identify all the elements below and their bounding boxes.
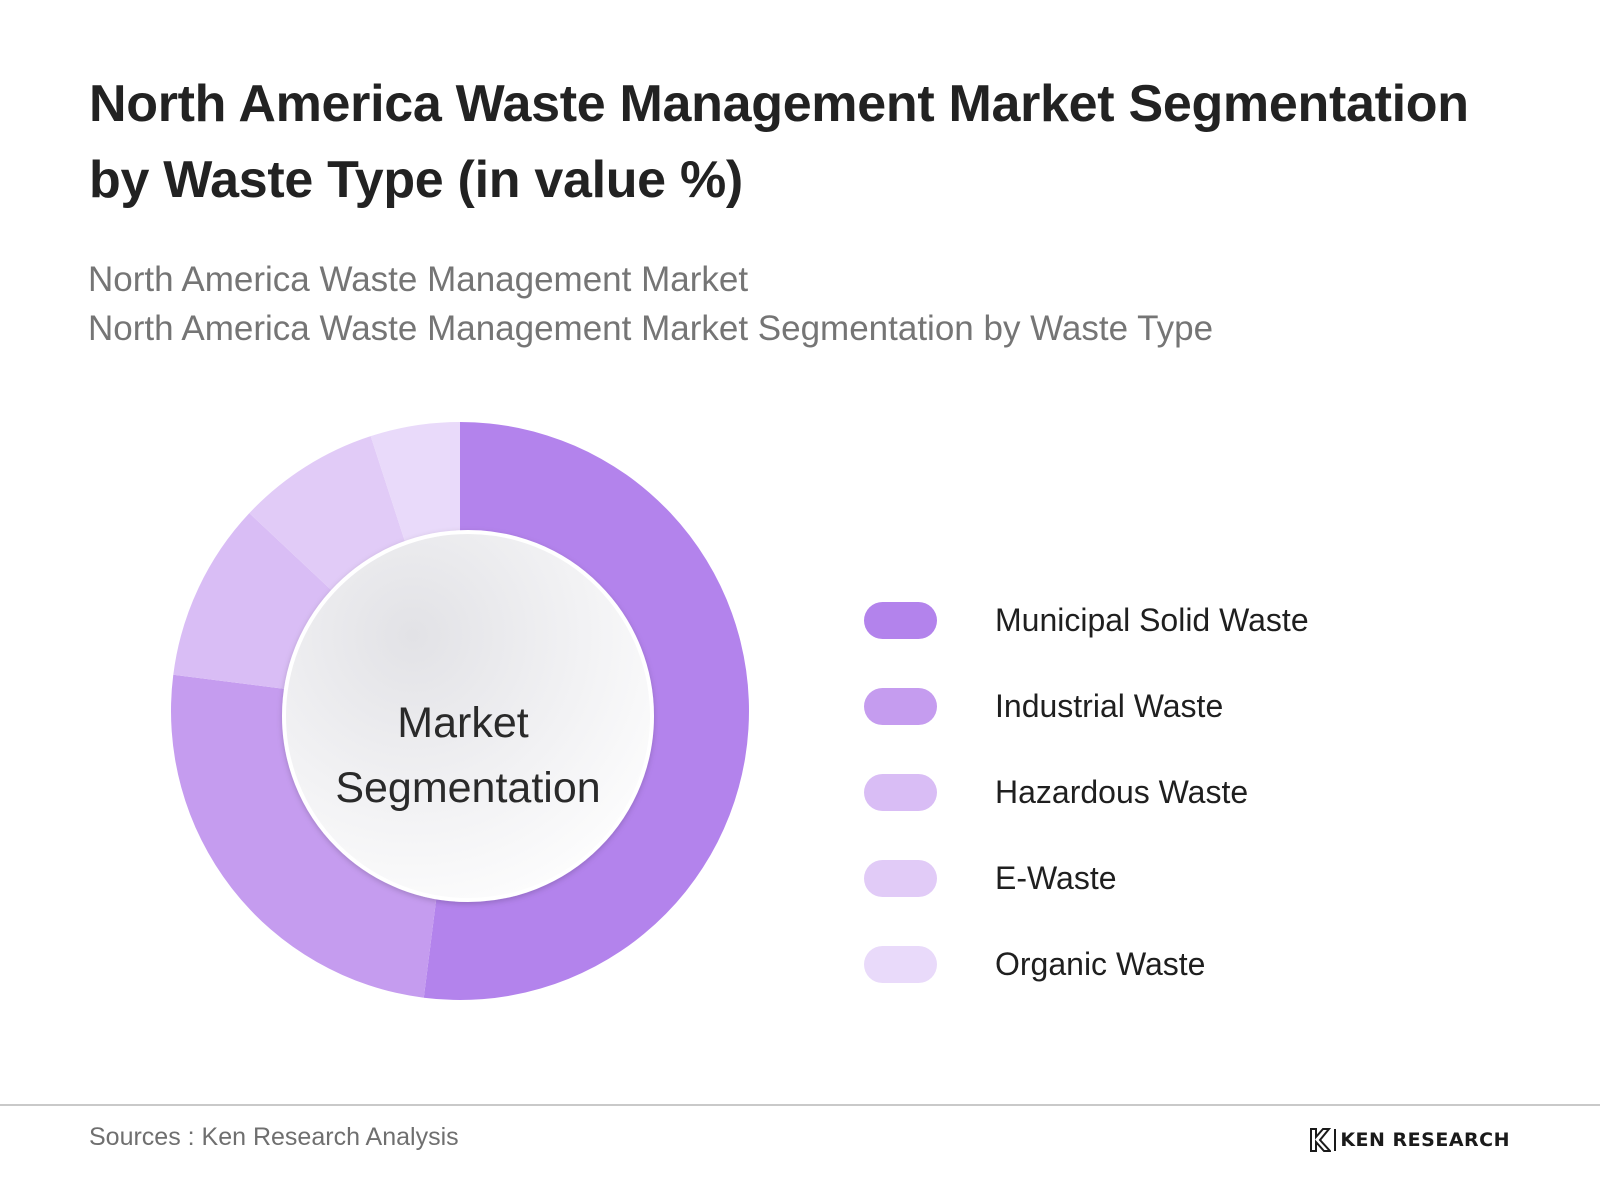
legend-label: Hazardous Waste [995, 774, 1249, 810]
ken-research-logo-icon [1310, 1128, 1332, 1152]
donut-center [282, 530, 654, 902]
center-label-line-1: Market [397, 699, 528, 747]
chart-title: North America Waste Management Market Se… [89, 75, 1469, 209]
legend-label: Organic Waste [995, 946, 1206, 982]
legend-swatch [864, 602, 937, 639]
source-note: Sources : Ken Research Analysis [89, 1123, 459, 1151]
donut-slice [170, 674, 440, 998]
legend-swatch [864, 860, 937, 897]
chart-subtitle: North America Waste Management Market No… [88, 255, 1528, 353]
donut-slice [423, 422, 749, 1000]
brand-name: KEN RESEARCH [1340, 1129, 1510, 1151]
center-label-line-2: Segmentation [335, 764, 600, 812]
footer-divider [0, 1104, 1600, 1106]
donut-slice [370, 422, 460, 555]
subtitle-line-1: North America Waste Management Market [88, 260, 749, 299]
legend-swatch [864, 946, 937, 983]
subtitle-line-2: North America Waste Management Market Se… [88, 309, 1214, 348]
brand-separator [1334, 1129, 1337, 1151]
donut-chart: Market Segmentation [170, 422, 749, 1000]
legend-label: Municipal Solid Waste [995, 602, 1309, 638]
legend-label: E-Waste [995, 860, 1117, 896]
legend-label: Industrial Waste [995, 688, 1224, 724]
legend-swatch [864, 774, 937, 811]
donut-slice [249, 436, 410, 599]
brand-logo: KEN RESEARCH [1309, 1125, 1510, 1155]
legend-swatch [864, 688, 937, 725]
